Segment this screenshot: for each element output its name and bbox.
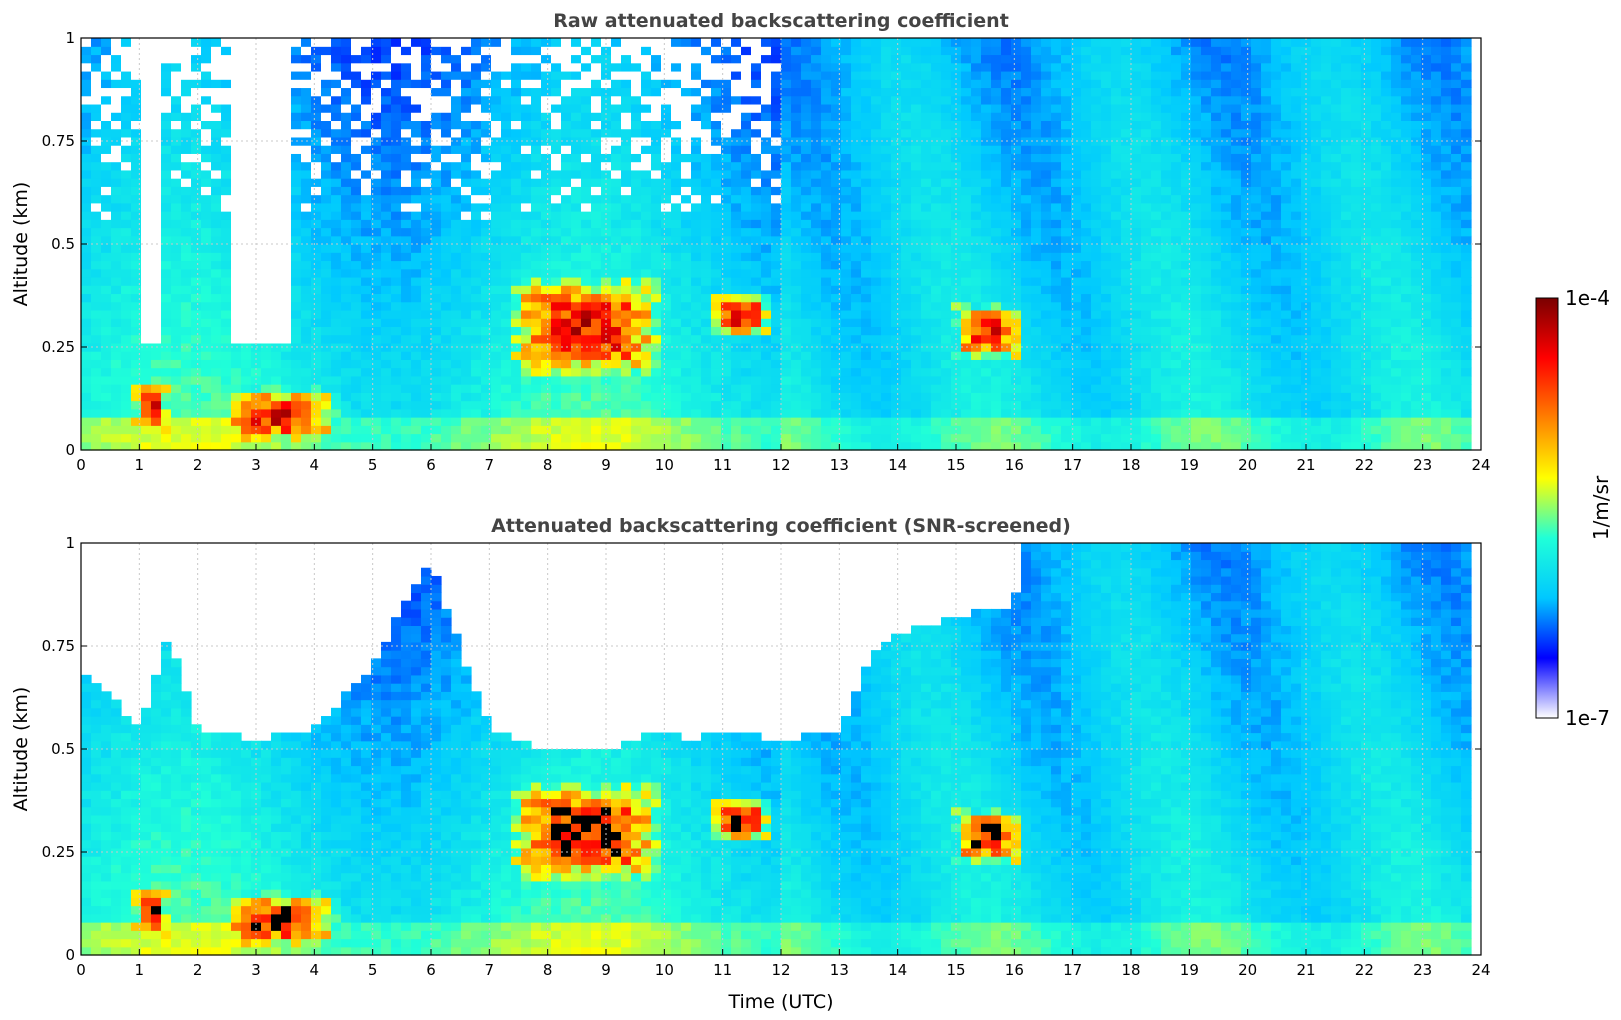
panel-raw-y-label: Altitude (km) xyxy=(10,182,32,307)
y-tick-label: 0.75 xyxy=(42,637,75,655)
x-tick-label: 15 xyxy=(946,961,965,979)
x-tick-label: 5 xyxy=(368,961,378,979)
y-tick-label: 0.75 xyxy=(42,132,75,150)
x-tick-label: 6 xyxy=(426,961,436,979)
y-tick-label: 0.25 xyxy=(42,843,75,861)
x-tick-label: 23 xyxy=(1413,456,1432,474)
x-tick-label: 8 xyxy=(543,961,553,979)
colorbar-ramp xyxy=(1535,297,1559,719)
x-tick-label: 7 xyxy=(485,456,495,474)
x-tick-label: 22 xyxy=(1355,961,1374,979)
y-tick-label: 1 xyxy=(65,534,75,552)
x-tick-label: 16 xyxy=(1005,961,1024,979)
panel-raw-grid xyxy=(81,38,1481,450)
x-tick-label: 3 xyxy=(251,456,261,474)
x-tick-label: 0 xyxy=(76,456,86,474)
x-tick-label: 7 xyxy=(485,961,495,979)
x-tick-label: 9 xyxy=(601,456,611,474)
panel-raw: Raw attenuated backscattering coefficien… xyxy=(10,10,1491,474)
panel-raw-y-ticks: 0 0.25 0.5 0.75 1 xyxy=(42,29,1481,459)
panel-screened-grid xyxy=(81,543,1481,955)
x-tick-label: 21 xyxy=(1296,961,1315,979)
x-tick-label: 22 xyxy=(1355,456,1374,474)
x-tick-label: 5 xyxy=(368,456,378,474)
x-tick-label: 1 xyxy=(135,961,145,979)
panel-screened-y-label: Altitude (km) xyxy=(10,687,32,812)
x-tick-label: 24 xyxy=(1471,961,1490,979)
colorbar-min-label: 1e-7 xyxy=(1565,706,1610,730)
x-tick-label: 2 xyxy=(193,456,203,474)
x-tick-label: 19 xyxy=(1180,456,1199,474)
x-tick-label: 4 xyxy=(310,456,320,474)
x-tick-label: 10 xyxy=(655,961,674,979)
colorbar: 1e-4 1e-7 1/m/sr xyxy=(1535,286,1613,730)
x-tick-label: 15 xyxy=(946,456,965,474)
panel-screened-x-ticks: 0 1 2 3 4 5 6 7 8 9 10 11 12 13 14 15 16 17 18 19 20 21 22 23 24 xyxy=(76,949,1491,979)
x-tick-label: 20 xyxy=(1238,961,1257,979)
x-tick-label: 2 xyxy=(193,961,203,979)
y-tick-label: 0.5 xyxy=(51,235,75,253)
y-tick-label: 0 xyxy=(65,441,75,459)
x-tick-label: 0 xyxy=(76,961,86,979)
colorbar-unit-label: 1/m/sr xyxy=(1589,475,1613,540)
panel-screened-title: Attenuated backscattering coefficient (S… xyxy=(491,515,1071,537)
y-tick-label: 1 xyxy=(65,29,75,47)
x-tick-label: 4 xyxy=(310,961,320,979)
x-tick-label: 1 xyxy=(135,456,145,474)
x-tick-label: 23 xyxy=(1413,961,1432,979)
panel-raw-title: Raw attenuated backscattering coefficien… xyxy=(553,10,1009,32)
panel-screened-x-label: Time (UTC) xyxy=(727,991,833,1013)
y-tick-label: 0.5 xyxy=(51,740,75,758)
x-tick-label: 20 xyxy=(1238,456,1257,474)
x-tick-label: 24 xyxy=(1471,456,1490,474)
x-tick-label: 3 xyxy=(251,961,261,979)
x-tick-label: 6 xyxy=(426,456,436,474)
x-tick-label: 12 xyxy=(771,961,790,979)
x-tick-label: 13 xyxy=(830,456,849,474)
panel-raw-heatmap xyxy=(81,38,1472,451)
x-tick-label: 12 xyxy=(771,456,790,474)
x-tick-label: 17 xyxy=(1063,456,1082,474)
x-tick-label: 14 xyxy=(888,961,907,979)
x-tick-label: 10 xyxy=(655,456,674,474)
x-tick-label: 11 xyxy=(713,961,732,979)
x-tick-label: 17 xyxy=(1063,961,1082,979)
x-tick-label: 11 xyxy=(713,456,732,474)
y-tick-label: 0 xyxy=(65,946,75,964)
x-tick-label: 16 xyxy=(1005,456,1024,474)
x-tick-label: 13 xyxy=(830,961,849,979)
x-tick-label: 8 xyxy=(543,456,553,474)
x-tick-label: 19 xyxy=(1180,961,1199,979)
x-tick-label: 14 xyxy=(888,456,907,474)
panel-raw-x-ticks: 0 1 2 3 4 5 6 7 8 9 10 11 12 13 14 15 16 17 18 19 20 21 22 23 24 xyxy=(76,444,1491,474)
x-tick-label: 18 xyxy=(1121,456,1140,474)
panel-screened-y-ticks: 0 0.25 0.5 0.75 1 xyxy=(42,534,1481,964)
y-tick-label: 0.25 xyxy=(42,338,75,356)
colorbar-max-label: 1e-4 xyxy=(1565,286,1610,310)
x-tick-label: 18 xyxy=(1121,961,1140,979)
x-tick-label: 9 xyxy=(601,961,611,979)
x-tick-label: 21 xyxy=(1296,456,1315,474)
panel-screened: Attenuated backscattering coefficient (S… xyxy=(10,515,1491,1013)
